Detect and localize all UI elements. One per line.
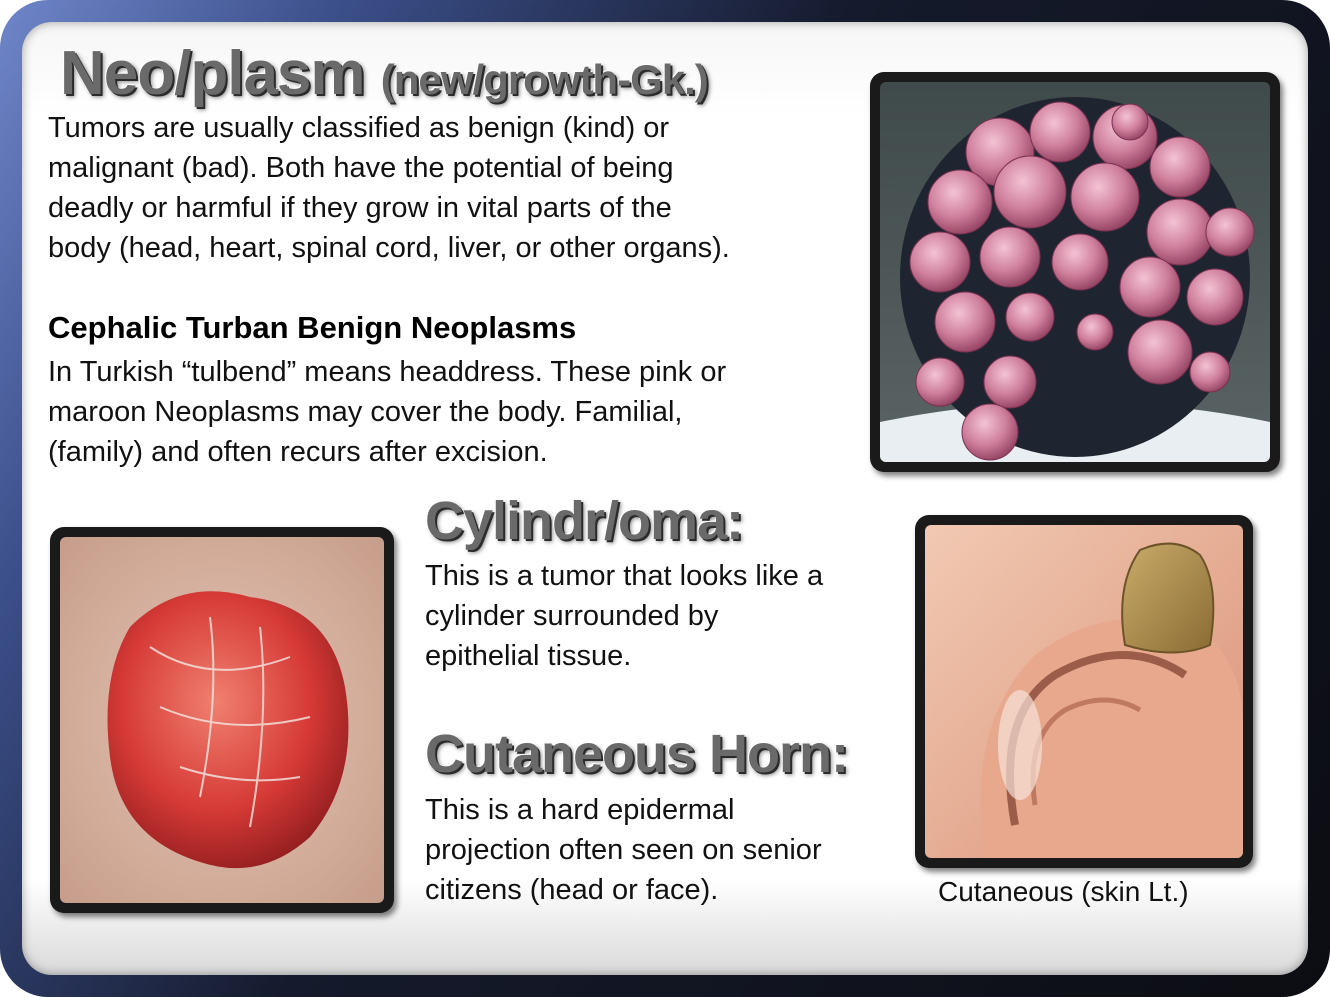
- ear-horn-illustration: [925, 525, 1243, 858]
- turban-line: In Turkish “tulbend” means headdress. Th…: [48, 356, 727, 388]
- horn-line: citizens (head or face).: [425, 874, 719, 906]
- horn-description: This is a hard epidermal projection ofte…: [425, 790, 822, 910]
- cutaneous-horn-photo: [915, 515, 1253, 868]
- neoplasm-title-suffix: (new/growth-Gk.): [380, 56, 709, 103]
- turban-tumor-illustration: [880, 82, 1270, 462]
- turban-line: (family) and often recurs after excision…: [48, 436, 548, 468]
- cylindroma-description: This is a tumor that looks like a cylind…: [425, 556, 823, 676]
- neoplasm-line: malignant (bad). Both have the potential…: [48, 152, 674, 184]
- cylindroma-line: cylinder surrounded by: [425, 600, 719, 632]
- neoplasm-description: Tumors are usually classified as benign …: [48, 108, 730, 268]
- cylindroma-photo: [50, 527, 394, 913]
- neoplasm-line: body (head, heart, spinal cord, liver, o…: [48, 232, 730, 264]
- ear-caption: Cutaneous (skin Lt.): [938, 876, 1189, 907]
- cylindroma-title: Cylindr/oma:: [425, 491, 744, 551]
- neoplasm-title-main: Neo/plasm: [60, 39, 366, 108]
- cylindroma-line: This is a tumor that looks like a: [425, 560, 824, 592]
- turban-line: maroon Neoplasms may cover the body. Fam…: [48, 396, 683, 428]
- cylindroma-line: epithelial tissue.: [425, 640, 632, 672]
- neoplasm-line: Tumors are usually classified as benign …: [48, 112, 670, 144]
- neoplasm-title: Neo/plasm (new/growth-Gk.): [60, 38, 709, 109]
- turban-tumor-photo: [870, 72, 1280, 472]
- cylindroma-illustration: [60, 537, 384, 903]
- horn-line: projection often seen on senior: [425, 834, 822, 866]
- turban-description: In Turkish “tulbend” means headdress. Th…: [48, 352, 726, 472]
- horn-line: This is a hard epidermal: [425, 794, 735, 826]
- horn-title: Cutaneous Horn:: [425, 724, 849, 784]
- neoplasm-line: deadly or harmful if they grow in vital …: [48, 192, 672, 224]
- turban-heading: Cephalic Turban Benign Neoplasms: [48, 310, 577, 345]
